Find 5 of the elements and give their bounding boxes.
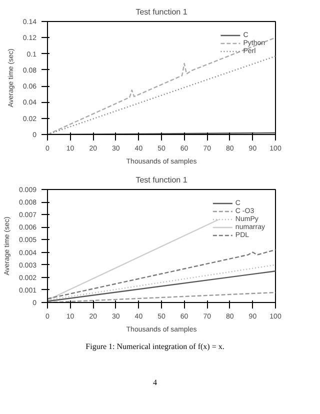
- text: 4: [153, 377, 157, 389]
- chart-title: Test function 1: [136, 176, 188, 184]
- caption: Figure 1: Numerical integration of f(x) = x.: [86, 341, 224, 352]
- chart-title: Test function 1: [136, 8, 188, 16]
- line-series: [48, 249, 276, 300]
